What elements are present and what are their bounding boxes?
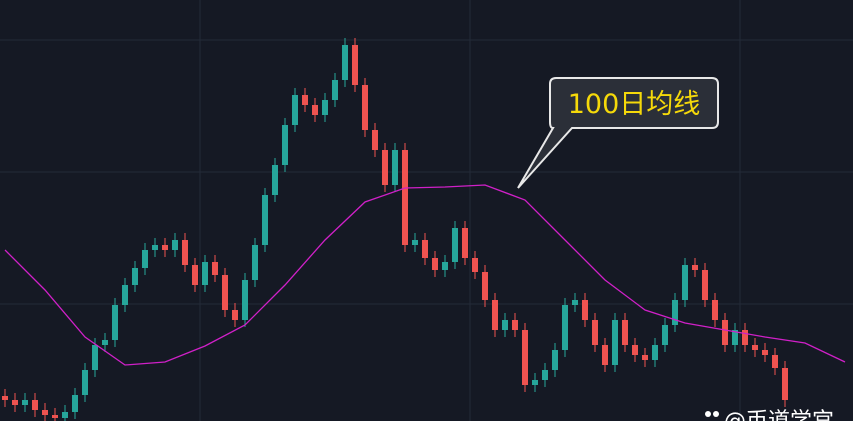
candle-body: [392, 150, 398, 185]
overlay: [4, 184, 846, 366]
candle-body: [252, 245, 258, 280]
candle-body: [262, 195, 268, 245]
candle-body: [422, 240, 428, 258]
candle-body: [692, 265, 698, 270]
candle-body: [732, 330, 738, 345]
candle-body: [122, 285, 128, 305]
candle-body: [272, 165, 278, 195]
candle-body: [42, 410, 48, 415]
watermark-icon: [713, 411, 719, 417]
candle-body: [102, 340, 108, 345]
candle-body: [682, 265, 688, 300]
candle-body: [402, 150, 408, 245]
candle-body: [202, 262, 208, 285]
candle-body: [512, 320, 518, 330]
candle-body: [152, 245, 158, 250]
candle-body: [592, 320, 598, 345]
candle-body: [52, 415, 58, 418]
moving-average-line: [4, 184, 846, 366]
candle-body: [752, 345, 758, 350]
candle-body: [212, 262, 218, 275]
candle-body: [582, 300, 588, 320]
candle-body: [72, 395, 78, 412]
candle-body: [82, 370, 88, 395]
candle-body: [112, 305, 118, 340]
callout: 100日均线: [517, 77, 719, 189]
candle-body: [332, 80, 338, 100]
candle-body: [412, 240, 418, 245]
candle-body: [522, 330, 528, 385]
candle-body: [432, 258, 438, 270]
candle-body: [372, 130, 378, 150]
candle-body: [182, 240, 188, 265]
candle-body: [342, 45, 348, 80]
candle-body: [352, 45, 358, 85]
candle-body: [652, 345, 658, 360]
candle-body: [12, 400, 18, 405]
candle-body: [292, 95, 298, 125]
candle-body: [782, 368, 788, 400]
candle-body: [602, 345, 608, 365]
candle-body: [222, 275, 228, 310]
candle-body: [232, 310, 238, 320]
watermark-text: @币道学宫: [724, 409, 834, 421]
candle-body: [2, 396, 8, 400]
candle-body: [642, 355, 648, 360]
candle-body: [612, 320, 618, 365]
candle-body: [572, 300, 578, 305]
candle-body: [62, 412, 68, 418]
candle-body: [482, 272, 488, 300]
candle-body: [502, 320, 508, 330]
candle-body: [472, 258, 478, 272]
candle-body: [702, 270, 708, 300]
callout-text: 100日均线: [568, 89, 701, 120]
candle-body: [282, 125, 288, 165]
candle-body: [772, 355, 778, 368]
candle-body: [662, 325, 668, 345]
candle-body: [492, 300, 498, 330]
candle-body: [242, 280, 248, 320]
candle-body: [302, 95, 308, 105]
candle-body: [542, 370, 548, 380]
candle-body: [172, 240, 178, 250]
candle-body: [622, 320, 628, 345]
candle-body: [532, 380, 538, 385]
candle-body: [92, 345, 98, 370]
candle-body: [192, 265, 198, 285]
watermark: @币道学宫: [705, 409, 834, 421]
candles: [2, 38, 788, 421]
candle-body: [142, 250, 148, 268]
candle-body: [712, 300, 718, 320]
watermark-icon: [705, 411, 711, 417]
candle-body: [382, 150, 388, 185]
candle-body: [632, 345, 638, 355]
candle-body: [452, 228, 458, 262]
callout-box: [517, 77, 719, 189]
candle-body: [672, 300, 678, 325]
candle-body: [22, 400, 28, 405]
candle-body: [312, 105, 318, 115]
candle-body: [762, 350, 768, 355]
candle-body: [462, 228, 468, 258]
candle-body: [742, 330, 748, 345]
candle-body: [322, 100, 328, 115]
candle-body: [362, 85, 368, 130]
candle-body: [442, 262, 448, 270]
candle-body: [552, 350, 558, 370]
candle-body: [132, 268, 138, 285]
candle-body: [722, 320, 728, 345]
candle-body: [162, 245, 168, 250]
candle-body: [32, 400, 38, 410]
candle-body: [562, 305, 568, 350]
